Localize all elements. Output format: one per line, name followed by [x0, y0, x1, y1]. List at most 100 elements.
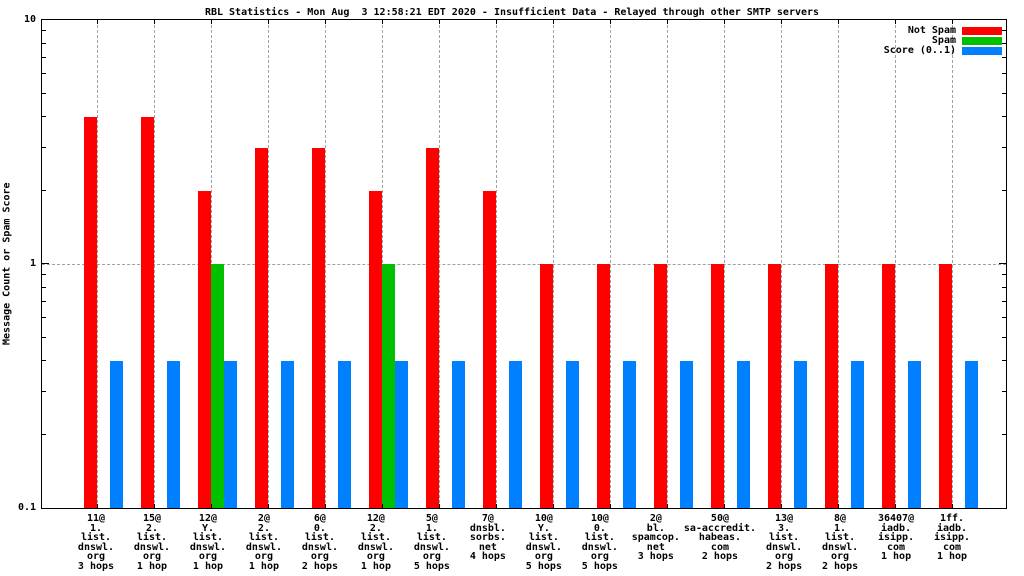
legend-label: Spam [931, 35, 956, 46]
bar-group [809, 20, 866, 508]
bar-score-0-1 [622, 361, 636, 508]
x-label-line: list. [360, 532, 391, 543]
bar-not-spam [197, 190, 211, 508]
x-label-line: 3. [778, 522, 791, 534]
x-label-line: dnswl. [525, 541, 562, 553]
legend-swatch-red [962, 27, 1002, 35]
x-label-line: dnswl. [821, 541, 859, 553]
x-label-line: 2@ [649, 513, 662, 524]
x-tick-top [96, 20, 98, 24]
x-label-line: 2 hops [301, 560, 338, 572]
y-tick-mark [1002, 146, 1006, 148]
chart-title: RBL Statistics - Mon Aug 3 12:58:21 EDT … [204, 7, 820, 18]
x-tick-top [723, 20, 725, 24]
x-axis-category-label: 11@ 1. list. dnswl. org 3 hops [68, 514, 124, 571]
bar-not-spam [938, 264, 952, 508]
gridline-vertical [96, 20, 98, 508]
x-label-line: 2 hops [701, 551, 739, 562]
gridline-vertical [780, 20, 782, 508]
x-label-line: dnswl. [301, 541, 338, 553]
x-label-line: 1 hop [248, 560, 279, 572]
x-label-line: 7@ [481, 513, 494, 524]
x-label-line: list. [136, 532, 168, 543]
bar-not-spam [881, 264, 895, 508]
bar-group [638, 20, 695, 508]
x-tick-bottom [267, 504, 269, 508]
x-label-line: 1 hop [360, 560, 391, 572]
x-label-line: 2 hops [821, 560, 859, 572]
gridline-vertical [438, 20, 440, 508]
x-tick-top [837, 20, 839, 24]
x-label-line: 13@ [775, 513, 794, 524]
y-tick-mark [42, 42, 46, 44]
x-label-line: 1. [89, 522, 103, 534]
x-label-line: org [534, 551, 553, 562]
x-tick-bottom [96, 504, 98, 508]
bar-score-0-1 [280, 361, 294, 508]
x-label-line: com [942, 541, 962, 553]
y-tick-mark [1002, 300, 1006, 302]
x-label-line: list. [769, 532, 800, 543]
bar-not-spam [539, 264, 553, 508]
x-tick-bottom [780, 504, 782, 508]
gridline-vertical [495, 20, 497, 508]
y-tick-mark [42, 336, 46, 338]
y-tick-mark [42, 263, 49, 264]
bar-spam [381, 264, 395, 508]
x-label-line: dnswl. [581, 541, 618, 553]
x-axis-category-label: 10@ Y. list. dnswl. org 5 hops [516, 514, 572, 571]
x-tick-bottom [837, 504, 839, 508]
x-tick-top [210, 20, 212, 24]
x-label-line: 2. [145, 522, 158, 534]
bar-group [353, 20, 410, 508]
gridline-y-1 [42, 264, 1006, 265]
y-tick-mark [42, 286, 46, 288]
bar-not-spam [710, 264, 724, 508]
legend: Not Spam Spam Score (0..1) [884, 26, 1002, 56]
y-tick-mark [1002, 274, 1006, 276]
x-label-line: 0. [593, 522, 606, 534]
x-axis-category-label: 36407@ iadb. isipp. com 1 hop [868, 514, 924, 571]
x-label-line: isipp. [933, 532, 971, 543]
x-label-line: 3 hops [637, 551, 674, 562]
x-label-line: 12@ [366, 513, 385, 524]
bar-not-spam [83, 117, 97, 508]
x-tick-top [381, 20, 383, 24]
x-tick-bottom [951, 504, 953, 508]
y-axis-tick-label: 10 [23, 14, 36, 25]
y-tick-mark [42, 274, 46, 276]
y-tick-mark [999, 263, 1006, 264]
bar-not-spam [254, 147, 268, 508]
bar-score-0-1 [964, 361, 978, 508]
x-axis-category-label: 12@ 2. list. dnswl. org 1 hop [348, 514, 404, 571]
y-tick-mark [1002, 56, 1006, 58]
legend-item-not-spam: Not Spam [884, 26, 1002, 36]
x-axis-category-label: 12@ Y. list. dnswl. org 1 hop [180, 514, 236, 571]
bar-score-0-1 [907, 361, 921, 508]
x-tick-bottom [153, 504, 155, 508]
gridline-vertical [837, 20, 839, 508]
x-label-line: iadb. [936, 522, 968, 534]
x-axis-category-label: 2@ 2. list. dnswl. org 1 hop [236, 514, 292, 571]
x-label-line: org [254, 551, 273, 562]
bar-spam [210, 264, 224, 508]
bar-not-spam [596, 264, 610, 508]
y-tick-mark [1002, 336, 1006, 338]
x-tick-top [324, 20, 326, 24]
x-tick-top [609, 20, 611, 24]
x-axis-category-label: 7@ dnsbl. sorbs. net 4 hops [460, 514, 516, 571]
bar-score-0-1 [793, 361, 807, 508]
x-tick-bottom [495, 504, 497, 508]
legend-swatch-blue [962, 47, 1002, 55]
x-label-line: 5 hops [581, 560, 618, 572]
x-tick-bottom [894, 504, 896, 508]
y-tick-mark [42, 317, 46, 319]
bar-group [524, 20, 581, 508]
y-axis-tick-label: 0.1 [17, 502, 36, 513]
x-axis-category-label: 13@ 3. list. dnswl. org 2 hops [756, 514, 812, 571]
x-label-line: org [310, 551, 329, 562]
x-label-line: Y. [537, 522, 550, 534]
y-tick-mark [1002, 73, 1006, 75]
x-label-line: net [646, 541, 665, 553]
x-axis-category-label: 5@ 1. list. dnswl. org 5 hops [404, 514, 460, 571]
